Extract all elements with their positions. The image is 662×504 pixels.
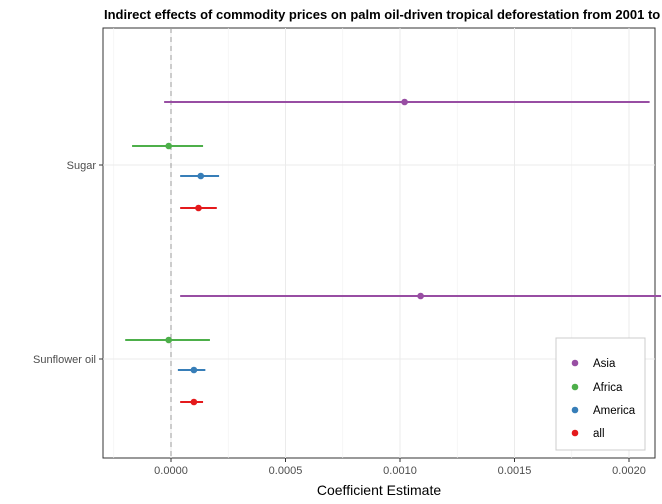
point-estimate bbox=[190, 366, 198, 374]
legend-key bbox=[571, 429, 579, 437]
point-estimate bbox=[165, 142, 173, 150]
axes-layer: 0.0000 0.0005 0.0010 0.0015 0.0020 Sugar Sunfl… bbox=[33, 160, 646, 477]
legend-label: all bbox=[593, 428, 605, 440]
x-tick-label: 0.0005 bbox=[269, 465, 303, 477]
legend-key bbox=[571, 406, 579, 414]
legend-label: America bbox=[593, 405, 636, 417]
point-estimate bbox=[195, 204, 202, 212]
legend-label: Africa bbox=[593, 382, 623, 394]
legend-key bbox=[571, 359, 579, 367]
chart-title: Indirect effects of commodity prices on … bbox=[104, 7, 661, 22]
x-tick-label: 0.0000 bbox=[154, 465, 188, 477]
point-estimate bbox=[197, 172, 205, 180]
legend-key bbox=[571, 383, 579, 391]
legend: Asia Africa America all bbox=[555, 337, 646, 451]
x-tick-label: 0.0010 bbox=[383, 465, 417, 477]
legend-box bbox=[555, 337, 646, 451]
point-estimate bbox=[190, 398, 198, 406]
y-tick-label: Sunflower oil bbox=[33, 354, 96, 366]
marks-layer bbox=[125, 98, 662, 406]
y-tick-label: Sugar bbox=[67, 160, 97, 172]
x-tick-label: 0.0015 bbox=[498, 465, 532, 477]
point-estimate bbox=[401, 98, 408, 106]
point-estimate bbox=[417, 292, 424, 300]
grid-layer bbox=[103, 28, 655, 458]
point-estimate bbox=[165, 336, 173, 344]
x-axis-title: Coefficient Estimate bbox=[317, 482, 441, 498]
legend-label: Asia bbox=[593, 358, 616, 370]
x-tick-label: 0.0020 bbox=[612, 465, 646, 477]
